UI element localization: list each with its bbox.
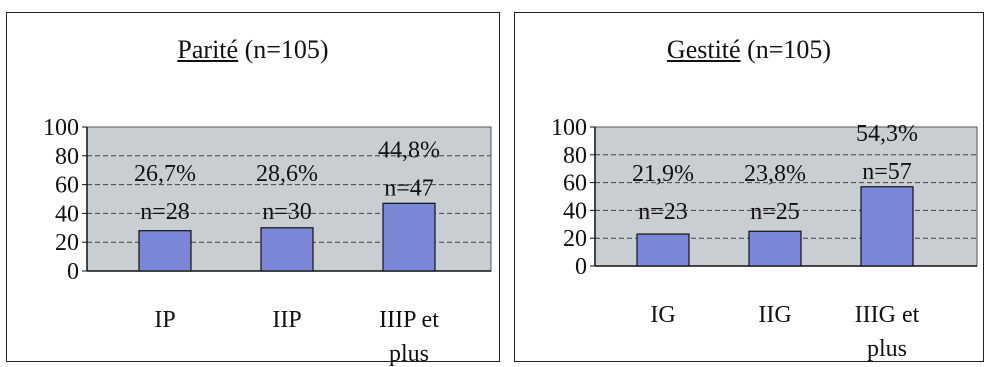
x-tick-label: plus [389,341,429,367]
x-tick-label: plus [867,336,907,362]
y-tick-label: 100 [43,115,79,141]
chart-title: Parité (n=105) [7,35,499,65]
data-label-percent: 44,8% [378,137,440,163]
chart-title-main: Parité [177,35,239,64]
y-tick-label: 0 [575,254,587,280]
data-label-percent: 26,7% [134,161,196,187]
data-label-percent: 23,8% [744,161,806,187]
gestite-chart-panel: Gestité (n=105) 0 20 40 60 80 100 21,9% n=23 IG 2… [514,12,984,362]
x-tick-label: IIG [758,302,791,328]
y-tick-label: 80 [55,144,79,170]
data-label-percent: 28,6% [256,161,318,187]
x-tick-label: IIIP et [379,307,439,333]
x-tick-label: IP [154,307,175,333]
y-tick-label: 60 [55,173,79,199]
y-tick-label: 0 [67,259,79,285]
data-label-count: n=57 [862,159,912,185]
bar [382,202,436,272]
chart-title-suffix: (n=105) [244,35,329,64]
bar [636,233,690,267]
data-label-percent: 21,9% [632,161,694,187]
chart-title-suffix: (n=105) [747,35,832,64]
chart-title: Gestité (n=105) [515,35,983,65]
bar [260,227,314,272]
y-tick-label: 100 [551,115,587,141]
y-tick-label: 80 [563,143,587,169]
data-label-count: n=28 [140,199,190,225]
data-label-percent: 54,3% [856,121,918,147]
y-tick-label: 20 [55,230,79,256]
y-tick-label: 40 [563,198,587,224]
bar [138,230,192,272]
x-tick-label: IIP [272,307,301,333]
data-label-count: n=25 [750,199,800,225]
bar [860,186,914,267]
x-tick-label: IG [650,302,675,328]
chart-title-main: Gestité [666,35,741,64]
data-label-count: n=47 [384,175,434,201]
parite-chart-panel: Parité (n=105) 0 20 40 60 80 100 26,7% n=28 IP 28… [6,12,500,367]
y-tick-label: 20 [563,226,587,252]
y-tick-label: 40 [55,201,79,227]
data-label-count: n=23 [638,199,688,225]
data-label-count: n=30 [262,199,312,225]
x-tick-label: IIIG et [855,302,920,328]
y-tick-label: 60 [563,171,587,197]
bar [748,230,802,267]
